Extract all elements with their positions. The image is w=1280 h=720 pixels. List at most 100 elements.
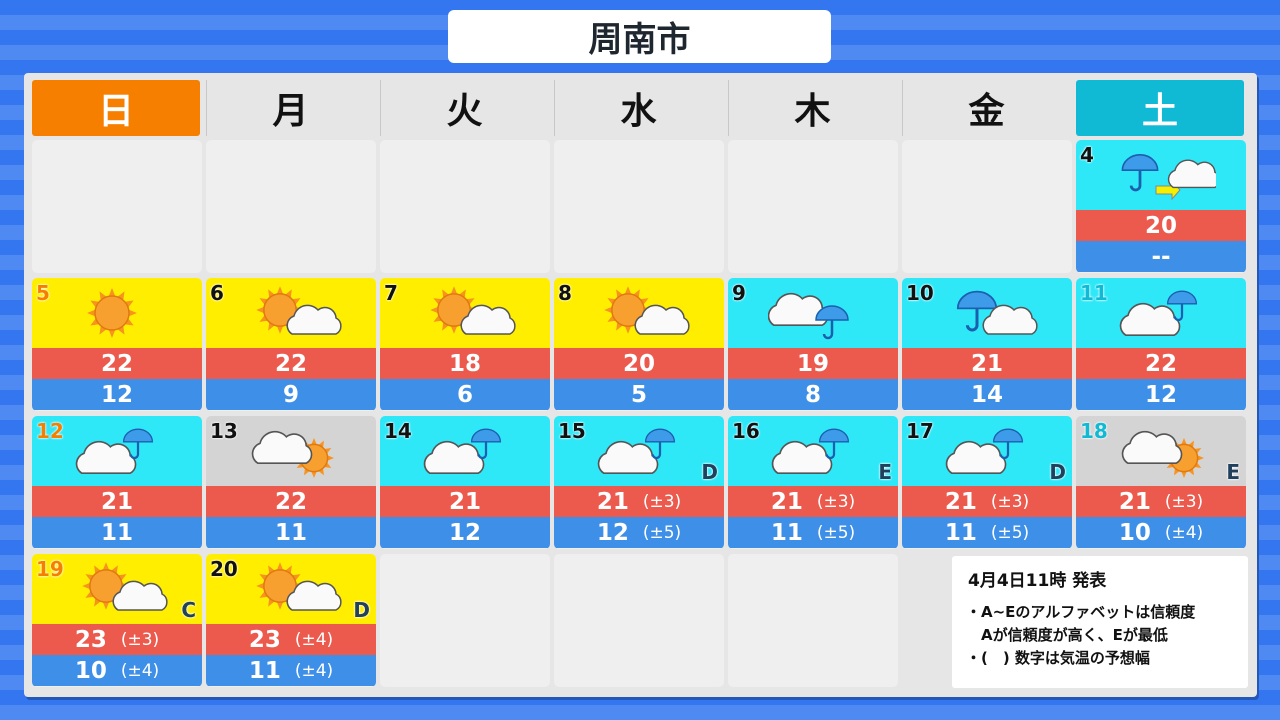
high-value: 21 <box>970 350 1003 377</box>
day-cell[interactable]: 19 C 23 (±3) 10 (±4) <box>32 554 202 687</box>
high-temp: 21 (±3) <box>554 486 724 517</box>
day-cell[interactable]: 13 22 11 <box>206 416 376 549</box>
high-temp: 22 <box>1076 348 1246 379</box>
low-temp: 12 <box>1076 379 1246 410</box>
high-range: (±4) <box>294 629 334 650</box>
low-range: (±5) <box>816 522 856 543</box>
rain-then-cloud-icon <box>1121 153 1216 201</box>
low-temp: 11 (±5) <box>902 517 1072 548</box>
high-temp: 21 (±3) <box>728 486 898 517</box>
legend-note: 4月4日11時 発表 ・A~Eのアルファベットは信頼度 Aが信頼度が高く、Eが最… <box>952 556 1248 688</box>
empty-cell <box>554 140 724 273</box>
high-value: 22 <box>1144 350 1177 377</box>
date-number: 19 <box>36 557 64 581</box>
cloud-icon <box>112 580 168 611</box>
date-number: 7 <box>384 281 398 305</box>
sun-icon <box>87 288 137 338</box>
cloud-icon <box>423 440 485 475</box>
empty-cell <box>206 140 376 273</box>
weather-area: 15 D <box>554 416 724 486</box>
date-number: 20 <box>210 557 238 581</box>
low-temp: 11 <box>206 517 376 548</box>
day-cell[interactable]: 12 21 11 <box>32 416 202 549</box>
umbrella-icon <box>122 428 154 460</box>
date-number: 8 <box>558 281 572 305</box>
page-title: 周南市 <box>448 10 831 63</box>
weekday-header: 木 <box>728 80 896 136</box>
low-value: 11 <box>100 519 133 546</box>
low-value: 12 <box>100 381 133 408</box>
cloud-icon <box>1167 159 1216 189</box>
date-number: 16 <box>732 419 760 443</box>
note-line: Aが信頼度が高く、Eが最低 <box>966 626 1168 644</box>
day-cell[interactable]: 15 D 21 (±3) 12 (±5) <box>554 416 724 549</box>
note-line: ・A~Eのアルファベットは信頼度 <box>966 603 1196 621</box>
weather-area: 8 <box>554 278 724 348</box>
day-cell[interactable]: 5 22 12 <box>32 278 202 411</box>
weather-area: 4 <box>1076 140 1246 210</box>
empty-cell <box>380 140 550 273</box>
sun-cloud-icon <box>604 286 690 335</box>
reliability-grade: E <box>878 460 892 484</box>
empty-cell <box>554 554 724 687</box>
high-value: 22 <box>100 350 133 377</box>
high-temp: 22 <box>206 486 376 517</box>
weather-area: 6 <box>206 278 376 348</box>
high-value: 20 <box>1144 212 1177 239</box>
low-value: 10 <box>1118 519 1151 546</box>
date-number: 4 <box>1080 143 1094 167</box>
weather-area: 18 E <box>1076 416 1246 486</box>
low-value: 14 <box>970 381 1003 408</box>
high-range: (±3) <box>990 491 1030 512</box>
day-cell[interactable]: 10 21 14 <box>902 278 1072 411</box>
high-temp: 20 <box>1076 210 1246 241</box>
rain-cloud-icon <box>956 290 1038 335</box>
high-temp: 23 (±3) <box>32 624 202 655</box>
date-number: 6 <box>210 281 224 305</box>
high-temp: 22 <box>32 348 202 379</box>
high-temp: 21 <box>32 486 202 517</box>
day-cell[interactable]: 4 20 -- <box>1076 140 1246 273</box>
low-temp: 12 <box>32 379 202 410</box>
day-cell[interactable]: 16 E 21 (±3) 11 (±5) <box>728 416 898 549</box>
low-value: 12 <box>448 519 481 546</box>
high-temp: 18 <box>380 348 550 379</box>
high-range: (±3) <box>120 629 160 650</box>
high-value: 23 <box>74 626 107 653</box>
low-value: 10 <box>74 657 107 684</box>
day-cell[interactable]: 18 E 21 (±3) 10 (±4) <box>1076 416 1246 549</box>
high-value: 22 <box>274 350 307 377</box>
high-temp: 21 <box>380 486 550 517</box>
day-cell[interactable]: 8 20 5 <box>554 278 724 411</box>
low-range: (±4) <box>120 660 160 681</box>
weather-area: 13 <box>206 416 376 486</box>
published-time: 4月4日11時 発表 <box>968 571 1107 591</box>
date-number: 9 <box>732 281 746 305</box>
day-cell[interactable]: 20 D 23 (±4) 11 (±4) <box>206 554 376 687</box>
low-range: (±5) <box>990 522 1030 543</box>
high-temp: 21 (±3) <box>1076 486 1246 517</box>
day-cell[interactable]: 11 22 12 <box>1076 278 1246 411</box>
reliability-grade: D <box>1049 460 1066 484</box>
cloud-sun-icon <box>251 430 334 478</box>
date-number: 5 <box>36 281 50 305</box>
day-cell[interactable]: 7 18 6 <box>380 278 550 411</box>
high-temp: 21 (±3) <box>902 486 1072 517</box>
sun-cloud-icon <box>256 562 342 611</box>
low-value: 12 <box>1144 381 1177 408</box>
high-range: (±3) <box>816 491 856 512</box>
date-number: 12 <box>36 419 64 443</box>
cloud-rain-small-icon <box>771 428 850 475</box>
day-cell[interactable]: 6 22 9 <box>206 278 376 411</box>
cloud-icon <box>945 440 1007 475</box>
weekday-header: 月 <box>206 80 374 136</box>
sun-icon <box>87 288 137 338</box>
day-cell[interactable]: 9 19 8 <box>728 278 898 411</box>
cloud-icon <box>634 304 690 335</box>
day-cell[interactable]: 17 D 21 (±3) 11 (±5) <box>902 416 1072 549</box>
weather-area: 9 <box>728 278 898 348</box>
high-value: 22 <box>274 488 307 515</box>
high-temp: 23 (±4) <box>206 624 376 655</box>
day-cell[interactable]: 14 21 12 <box>380 416 550 549</box>
high-value: 23 <box>248 626 281 653</box>
